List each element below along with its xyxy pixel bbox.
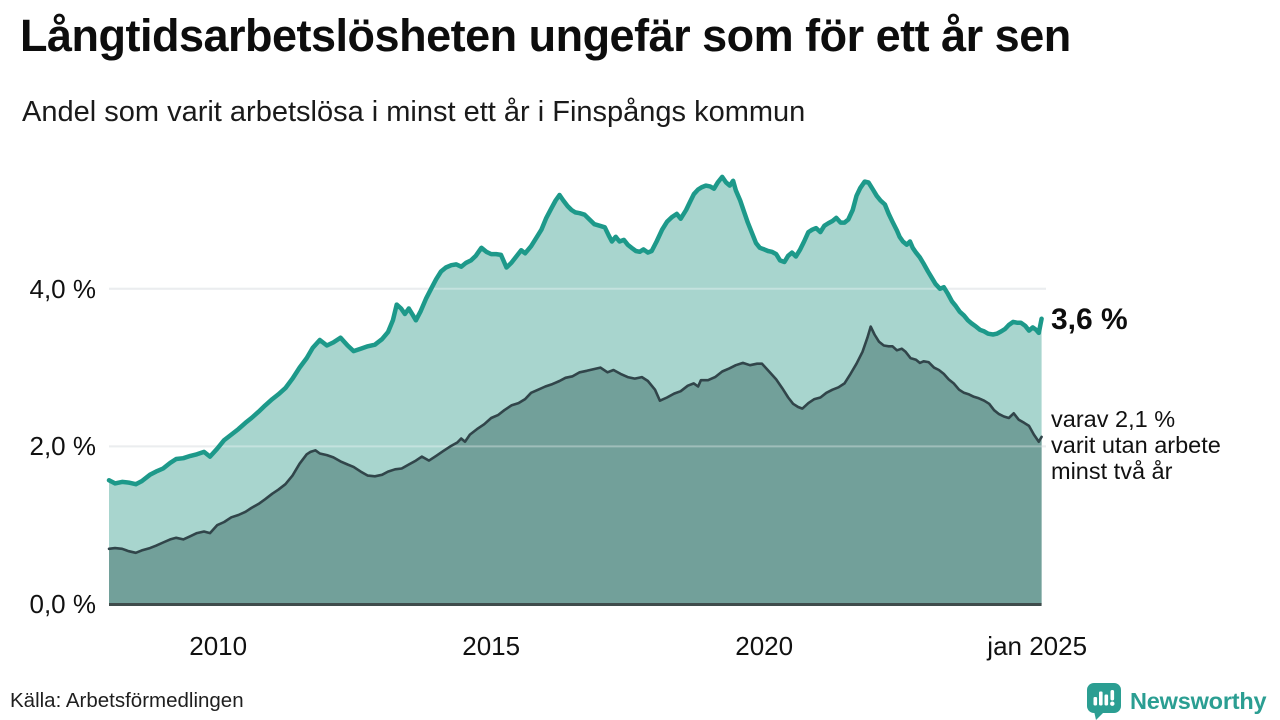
y-axis-label: 0,0 % xyxy=(29,589,97,619)
newsworthy-logo-text: Newsworthy xyxy=(1130,687,1267,714)
x-axis-label: jan 2025 xyxy=(987,631,1088,661)
chart-title: Långtidsarbetslösheten ungefär som för e… xyxy=(20,10,1071,61)
secondary-value-label-line: varit utan arbete xyxy=(1051,431,1221,458)
newsworthy-logo[interactable]: Newsworthy xyxy=(1086,682,1267,720)
secondary-value-label-line: minst två år xyxy=(1051,457,1173,484)
chart-subtitle: Andel som varit arbetslösa i minst ett å… xyxy=(22,96,806,128)
series-line-2yr xyxy=(107,325,1043,555)
x-axis-label: 2010 xyxy=(189,631,248,661)
series-area-2yr xyxy=(109,326,1042,605)
series-line-1yr xyxy=(106,174,1044,487)
x-axis-label: 2020 xyxy=(735,631,794,661)
newsworthy-logo-icon xyxy=(1087,683,1121,720)
source-note: Källa: Arbetsförmedlingen xyxy=(10,689,244,712)
secondary-value-label-line: varav 2,1 % xyxy=(1051,405,1176,432)
y-axis-label: 2,0 % xyxy=(29,431,97,462)
latest-value-label: 3,6 % xyxy=(1051,302,1128,336)
x-axis-label: 2015 xyxy=(462,631,521,661)
secondary-value-label: varav 2,1 % varit utan arbete minst två år xyxy=(1051,406,1221,484)
y-axis-label: 4,0 % xyxy=(29,273,97,304)
